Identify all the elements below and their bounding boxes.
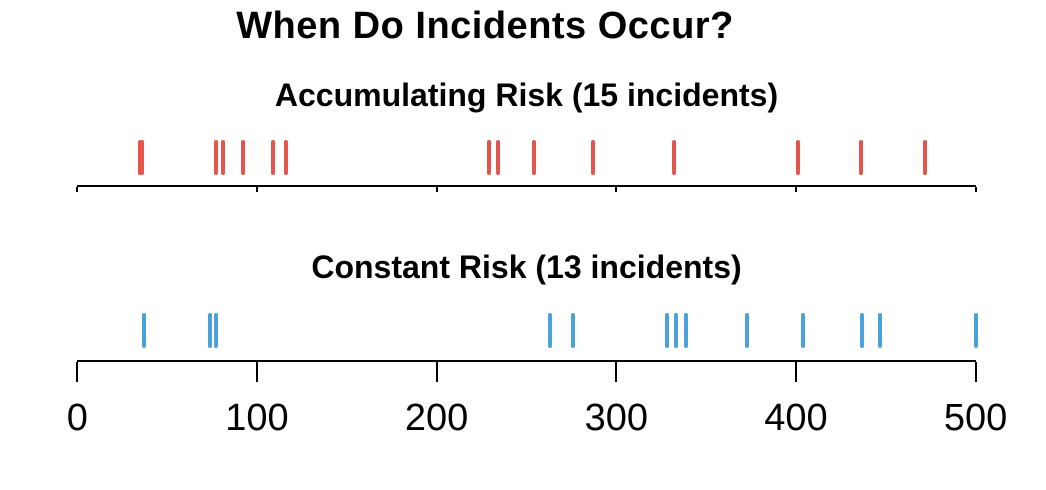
rug-mark	[240, 140, 245, 175]
axis-tick	[76, 187, 79, 192]
rug-mark	[141, 313, 146, 348]
rug-mark	[271, 140, 276, 175]
rug-mark	[878, 313, 883, 348]
axis-tick-label: 100	[225, 397, 289, 439]
axis-tick	[615, 362, 618, 382]
rug-mark	[923, 140, 928, 175]
axis-tick-label: 400	[764, 397, 828, 439]
axis-tick	[974, 187, 977, 192]
axis-tick	[435, 187, 438, 192]
constant-axis-line	[77, 360, 976, 362]
axis-tick-label: 500	[943, 397, 1008, 439]
rug-mark	[283, 140, 288, 175]
axis-tick	[794, 362, 797, 382]
rug-mark	[208, 313, 213, 348]
panel-accumulating-title: Accumulating Risk (15 incidents)	[274, 77, 779, 113]
axis-tick-label: 0	[66, 397, 88, 439]
axis-tick	[255, 187, 258, 192]
rug-mark	[495, 140, 500, 175]
rug-mark	[139, 140, 144, 175]
axis-tick-label: 300	[584, 397, 648, 439]
rug-mark	[220, 140, 225, 175]
rug-mark	[801, 313, 806, 348]
axis-tick	[76, 362, 79, 382]
rug-mark	[673, 313, 678, 348]
rug-mark	[213, 140, 218, 175]
axis-tick-label: 200	[404, 397, 469, 439]
axis-tick	[974, 362, 977, 382]
axis-tick	[255, 362, 258, 382]
rug-mark	[531, 140, 536, 175]
accumulating-rug-marks	[0, 140, 1046, 175]
axis-tick	[435, 362, 438, 382]
accumulating-axis-line	[77, 185, 976, 187]
rug-mark	[795, 140, 800, 175]
rug-mark	[860, 313, 865, 348]
rug-mark	[664, 313, 669, 348]
rug-mark	[745, 313, 750, 348]
rug-mark	[486, 140, 491, 175]
rug-mark	[213, 313, 218, 348]
rug-mark	[858, 140, 863, 175]
rug-mark	[547, 313, 552, 348]
rug-mark	[571, 313, 576, 348]
axis-tick	[794, 187, 797, 192]
rug-mark	[973, 313, 978, 348]
axis-tick	[615, 187, 618, 192]
chart-title: When Do Incidents Occur?	[236, 5, 734, 47]
constant-rug-marks	[0, 313, 1046, 348]
rug-mark	[671, 140, 676, 175]
rug-mark	[684, 313, 689, 348]
rug-mark	[590, 140, 595, 175]
panel-constant-title: Constant Risk (13 incidents)	[311, 249, 742, 285]
